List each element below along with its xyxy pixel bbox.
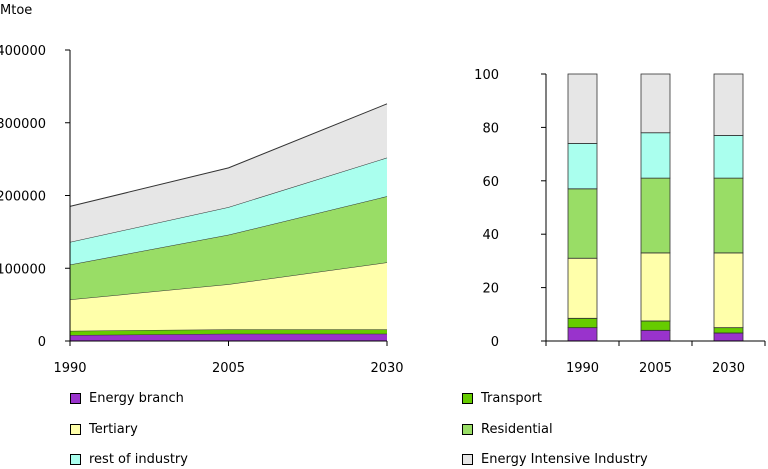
legend-item-rest-of-industry: rest of industry	[70, 449, 188, 469]
bar-residential-1990	[567, 188, 598, 259]
y-tick-label: 100	[474, 68, 499, 83]
legend-label: Energy Intensive Industry	[481, 451, 648, 467]
legend-swatch	[70, 423, 81, 435]
bar-energy-intensive-industry-2005	[640, 73, 671, 134]
legend: Energy branch Transport Tertiary Residen…	[70, 388, 750, 469]
legend-label: Residential	[481, 421, 553, 437]
x-tick-label: 2030	[712, 361, 745, 376]
bar-energy-intensive-industry-1990	[567, 73, 598, 144]
y-tick-label: 80	[482, 121, 499, 136]
bar-residential-2005	[640, 177, 671, 254]
y-tick-label: 0	[38, 335, 46, 350]
y-axis-label: Mtoe	[0, 3, 32, 18]
bar-energy-branch-2030	[713, 332, 744, 342]
bar-energy-branch-1990	[567, 327, 598, 342]
legend-item-transport: Transport	[462, 388, 542, 408]
area-transport	[70, 329, 387, 336]
x-tick-label: 2005	[639, 361, 672, 376]
bar-tertiary-1990	[567, 257, 598, 319]
legend-label: rest of industry	[89, 451, 188, 467]
y-tick-label: 40	[482, 228, 499, 243]
bar-transport-1990	[567, 317, 598, 329]
bar-tertiary-2030	[713, 252, 744, 329]
legend-label: Transport	[481, 390, 543, 406]
y-tick-label: 20	[482, 282, 499, 297]
legend-swatch	[70, 392, 81, 404]
legend-swatch	[70, 453, 81, 465]
bar-residential-2030	[713, 177, 744, 254]
bar-transport-2030	[713, 327, 744, 334]
legend-label: Tertiary	[89, 421, 138, 437]
bar-energy-intensive-industry-2030	[713, 73, 744, 136]
x-tick-label: 1990	[566, 361, 599, 376]
area-rest-of-industry	[70, 157, 387, 265]
area-tertiary	[70, 262, 387, 331]
legend-item-energy-branch: Energy branch	[70, 388, 184, 408]
bar-transport-2005	[640, 320, 671, 331]
y-tick-label: 100000	[0, 262, 46, 277]
legend-item-energy-intensive-industry: Energy Intensive Industry	[462, 449, 648, 469]
y-tick-label: 200000	[0, 190, 46, 205]
bar-tertiary-2005	[640, 252, 671, 322]
bar-rest-of-industry-2005	[640, 132, 671, 179]
legend-swatch	[462, 453, 473, 465]
legend-swatch	[462, 423, 473, 435]
x-tick-label: 1990	[53, 361, 86, 376]
legend-item-residential: Residential	[462, 419, 553, 439]
legend-label: Energy branch	[89, 390, 184, 406]
legend-swatch	[462, 392, 473, 404]
area-energy-intensive-industry	[70, 103, 387, 243]
area-energy-branch	[70, 333, 387, 341]
y-tick-label: 400000	[0, 44, 46, 59]
y-tick-label: 60	[482, 175, 499, 190]
area-residential	[70, 196, 387, 300]
legend-item-tertiary: Tertiary	[70, 419, 138, 439]
x-tick-label: 2030	[370, 361, 403, 376]
x-tick-label: 2005	[212, 361, 245, 376]
bar-rest-of-industry-1990	[567, 143, 598, 190]
y-tick-label: 300000	[0, 117, 46, 132]
bar-energy-branch-2005	[640, 329, 671, 342]
bar-rest-of-industry-2030	[713, 135, 744, 179]
area-edge-energy-intensive-industry	[69, 103, 388, 207]
y-tick-label: 0	[491, 335, 499, 350]
